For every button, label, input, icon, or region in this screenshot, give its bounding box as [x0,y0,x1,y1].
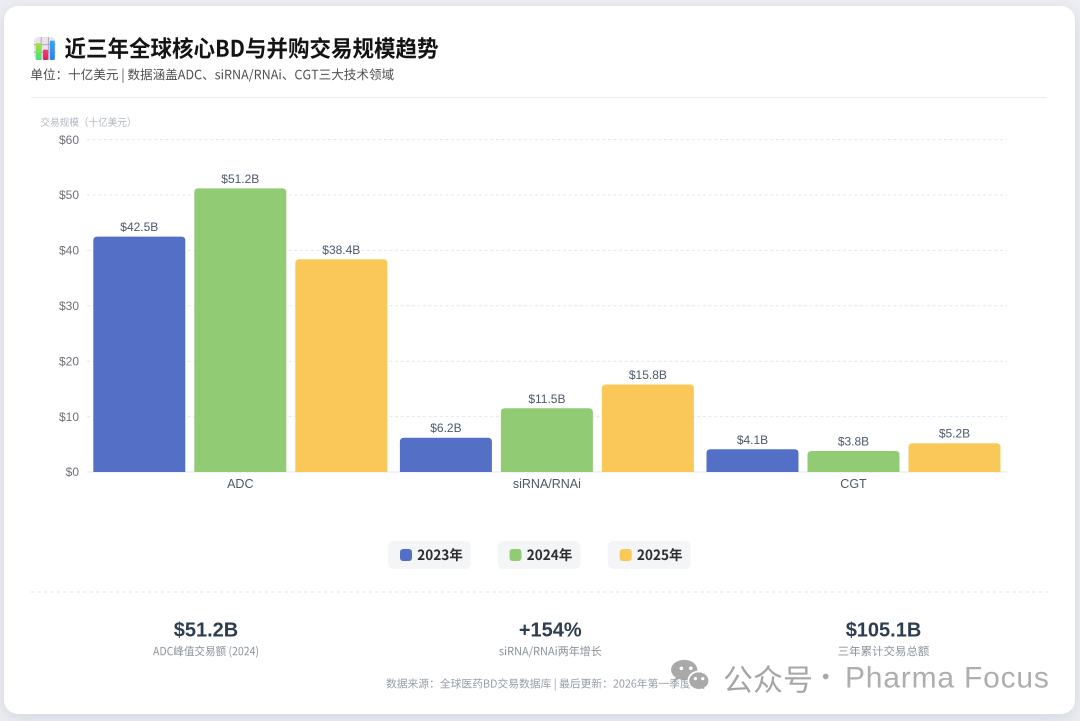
svg-text:$105.1B: $105.1B [846,620,922,642]
svg-text:$50: $50 [59,188,79,202]
svg-text:$38.4B: $38.4B [322,243,360,257]
svg-text:$51.2B: $51.2B [174,620,239,642]
svg-text:$51.2B: $51.2B [221,172,259,186]
svg-text:ADC: ADC [227,477,253,491]
svg-text:$0: $0 [66,465,80,479]
svg-text:$40: $40 [59,244,79,258]
svg-text:CGT: CGT [840,477,867,491]
svg-text:$42.5B: $42.5B [120,220,158,234]
svg-text:$5.2B: $5.2B [939,427,970,441]
svg-text:+154%: +154% [519,620,582,642]
svg-text:$30: $30 [59,299,79,313]
svg-text:$11.5B: $11.5B [528,392,565,406]
svg-text:$15.8B: $15.8B [629,368,667,382]
svg-text:$3.8B: $3.8B [838,435,869,449]
svg-text:$20: $20 [59,354,79,368]
svg-text:$4.1B: $4.1B [737,433,768,447]
svg-text:siRNA/RNAi: siRNA/RNAi [513,477,581,491]
svg-text:$60: $60 [59,133,79,147]
svg-text:$10: $10 [59,410,79,424]
svg-text:Pharma Focus: Pharma Focus [845,662,1050,695]
svg-text:$6.2B: $6.2B [430,421,461,435]
